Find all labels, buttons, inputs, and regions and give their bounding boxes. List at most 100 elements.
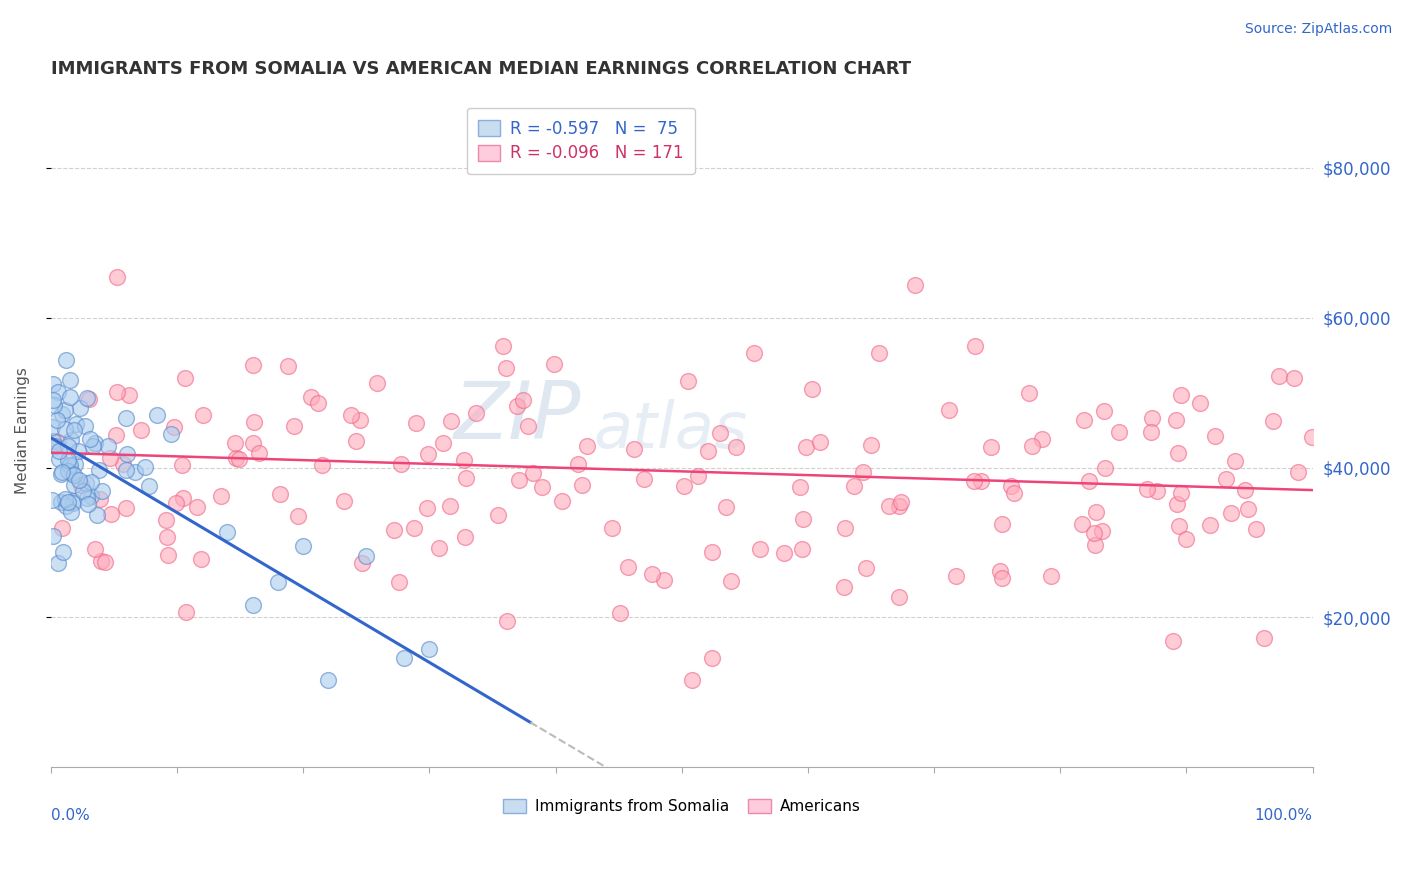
Point [52,545,75,559]
Point [681,673,703,687]
Point [299,390,322,404]
Point [53,403,76,417]
Point [349,412,371,426]
Point [59,458,82,472]
Point [1268,368,1291,383]
Point [388,575,411,590]
Point [155,513,177,527]
Point [495,360,517,375]
Point [842,479,865,493]
Point [63,477,86,491]
Point [134,459,156,474]
Point [1002,486,1025,500]
Point [60,466,83,480]
Point [1170,486,1192,500]
Point [65,417,87,432]
Point [506,399,529,413]
Point [1164,413,1187,427]
Point [700,545,723,559]
Point [72,484,94,499]
Point [112,457,135,471]
Point [688,468,710,483]
Point [124,465,146,479]
Point [567,457,589,471]
Point [163,420,186,434]
Point [80,489,103,503]
Point [292,539,315,553]
Point [243,415,266,429]
Text: IMMIGRANTS FROM SOMALIA VS AMERICAN MEDIAN EARNINGS CORRELATION CHART: IMMIGRANTS FROM SOMALIA VS AMERICAN MEDI… [51,60,911,78]
Point [980,441,1002,455]
Point [70,478,93,492]
Point [1170,388,1192,402]
Point [156,548,179,562]
Point [46,413,69,427]
Point [517,419,540,434]
Point [720,574,742,589]
Point [1223,453,1246,467]
Point [1140,425,1163,440]
Point [834,580,856,594]
Point [56,452,79,467]
Point [51,521,73,535]
Point [89,491,111,506]
Point [48,556,70,570]
Point [834,520,856,534]
Point [80,475,103,490]
Point [1073,413,1095,427]
Point [889,499,911,513]
Point [1282,370,1305,384]
Point [633,472,655,486]
Point [1000,479,1022,493]
Point [531,479,554,493]
Point [1083,526,1105,541]
Point [496,614,519,628]
Point [1219,506,1241,520]
Point [1161,634,1184,648]
Point [333,494,356,508]
Point [46,384,69,399]
Point [1236,502,1258,516]
Point [156,530,179,544]
Point [191,408,214,422]
Legend: Immigrants from Somalia, Americans: Immigrants from Somalia, Americans [496,793,866,821]
Point [742,346,765,360]
Point [543,357,565,371]
Point [1199,518,1222,533]
Point [1253,631,1275,645]
Point [366,376,388,391]
Point [217,524,239,539]
Point [1070,517,1092,532]
Point [224,436,246,450]
Point [890,494,912,508]
Point [340,409,363,423]
Point [1188,396,1211,410]
Point [225,450,247,465]
Point [600,520,623,534]
Point [86,508,108,522]
Point [1167,446,1189,460]
Point [91,484,114,499]
Point [117,388,139,402]
Point [165,496,187,510]
Point [418,642,440,657]
Point [709,425,731,440]
Point [1174,533,1197,547]
Point [287,508,309,523]
Point [62,494,84,508]
Point [41,420,63,434]
Point [307,396,329,410]
Point [51,465,73,479]
Point [808,435,831,450]
Point [714,500,737,514]
Point [100,507,122,521]
Point [1021,440,1043,454]
Point [889,590,911,604]
Point [382,523,405,537]
Point [48,452,70,467]
Point [402,520,425,534]
Point [59,434,82,448]
Point [77,392,100,406]
Point [48,443,70,458]
Point [427,541,450,556]
